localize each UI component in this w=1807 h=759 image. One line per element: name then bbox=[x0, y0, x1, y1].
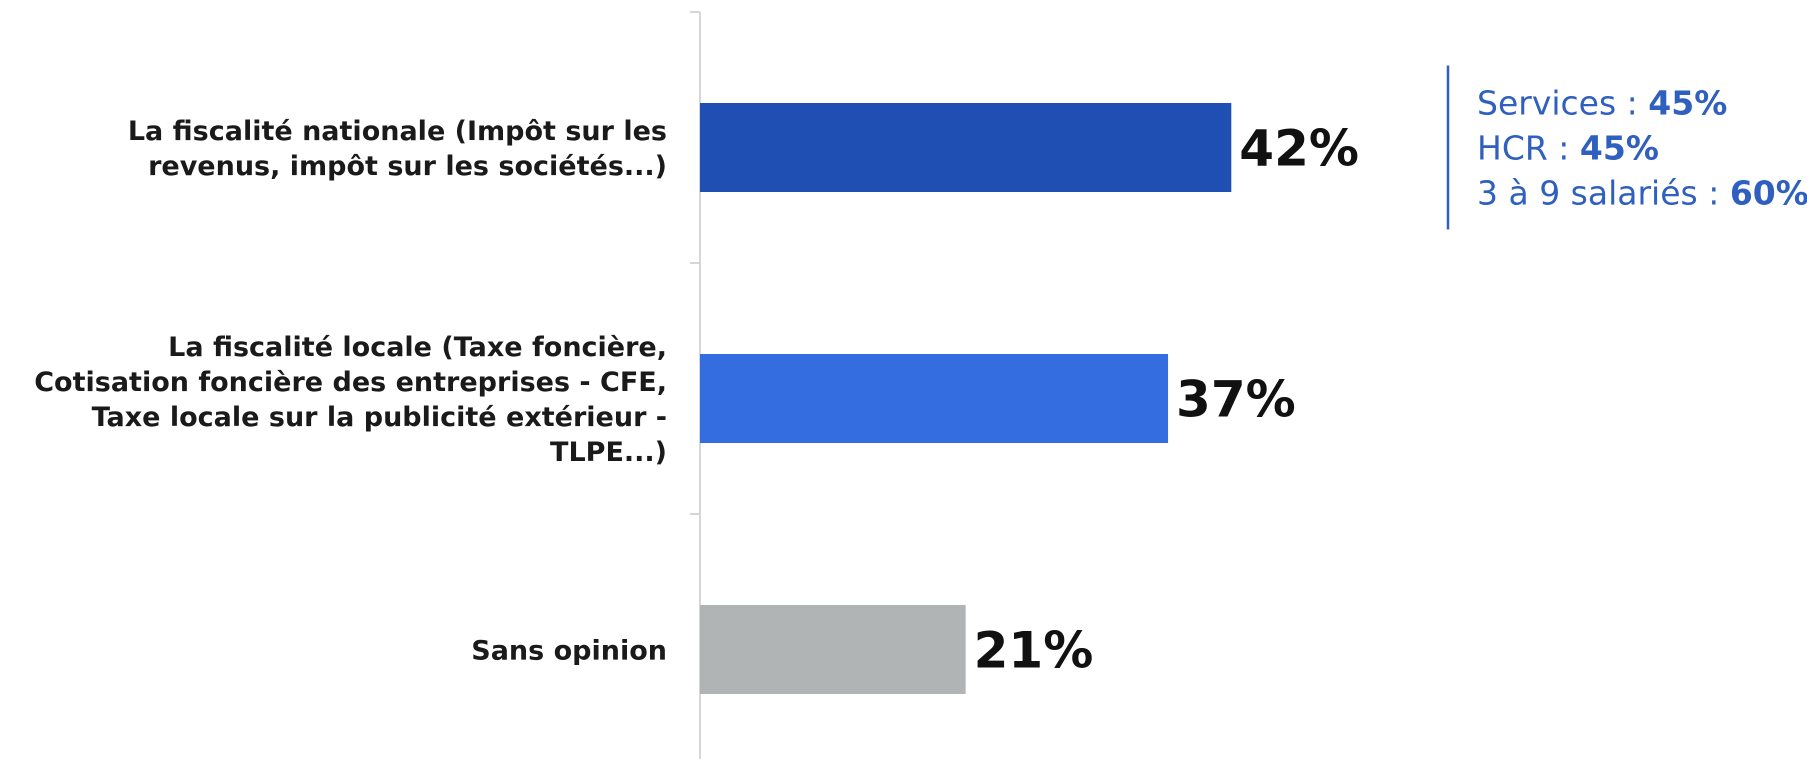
bar-value-label: 42% bbox=[1239, 120, 1359, 178]
category-label-line: Sans opinion bbox=[471, 636, 667, 667]
segment-annotation-group: Services : 45%HCR : 45%3 à 9 salariés : … bbox=[1446, 65, 1807, 230]
annotation-segment-value: 60% bbox=[1730, 174, 1807, 213]
category-label-line: TLPE...) bbox=[550, 437, 667, 468]
value-labels-group: 42% 37% 21% bbox=[974, 120, 1359, 680]
annotation-segment-value: 45% bbox=[1580, 129, 1659, 168]
category-label-line: Cotisation foncière des entreprises - CF… bbox=[34, 367, 667, 398]
category-label: Sans opinion bbox=[471, 636, 667, 667]
annotation-segment-label: 3 à 9 salariés : bbox=[1477, 174, 1730, 213]
bar bbox=[700, 103, 1232, 192]
category-label: La fiscalité nationale (Impôt sur les rev… bbox=[128, 116, 667, 182]
annotation-segment-label: HCR : bbox=[1477, 129, 1580, 168]
bars-group bbox=[700, 103, 1232, 694]
annotation-segment-label: Services : bbox=[1477, 84, 1648, 123]
bar bbox=[700, 354, 1169, 443]
axis-group bbox=[690, 11, 701, 759]
bar bbox=[700, 605, 966, 694]
category-labels-group: La fiscalité nationale (Impôt sur les rev… bbox=[34, 116, 667, 667]
bar-value-label: 21% bbox=[974, 622, 1094, 680]
annotation-segment-value: 45% bbox=[1648, 84, 1727, 123]
category-label-line: Taxe locale sur la publicité extérieur - bbox=[92, 402, 667, 433]
annotation-line: 3 à 9 salariés : 60% bbox=[1477, 174, 1807, 213]
category-label: La fiscalité locale (Taxe foncière, Cotis… bbox=[34, 332, 667, 468]
annotation-line: Services : 45% bbox=[1477, 84, 1727, 123]
bar-value-label: 37% bbox=[1176, 371, 1296, 429]
category-label-line: revenus, impôt sur les sociétés...) bbox=[148, 151, 667, 182]
annotation-line: HCR : 45% bbox=[1477, 129, 1659, 168]
category-label-line: La fiscalité locale (Taxe foncière, bbox=[168, 332, 667, 363]
category-label-line: La fiscalité nationale (Impôt sur les bbox=[128, 116, 667, 147]
